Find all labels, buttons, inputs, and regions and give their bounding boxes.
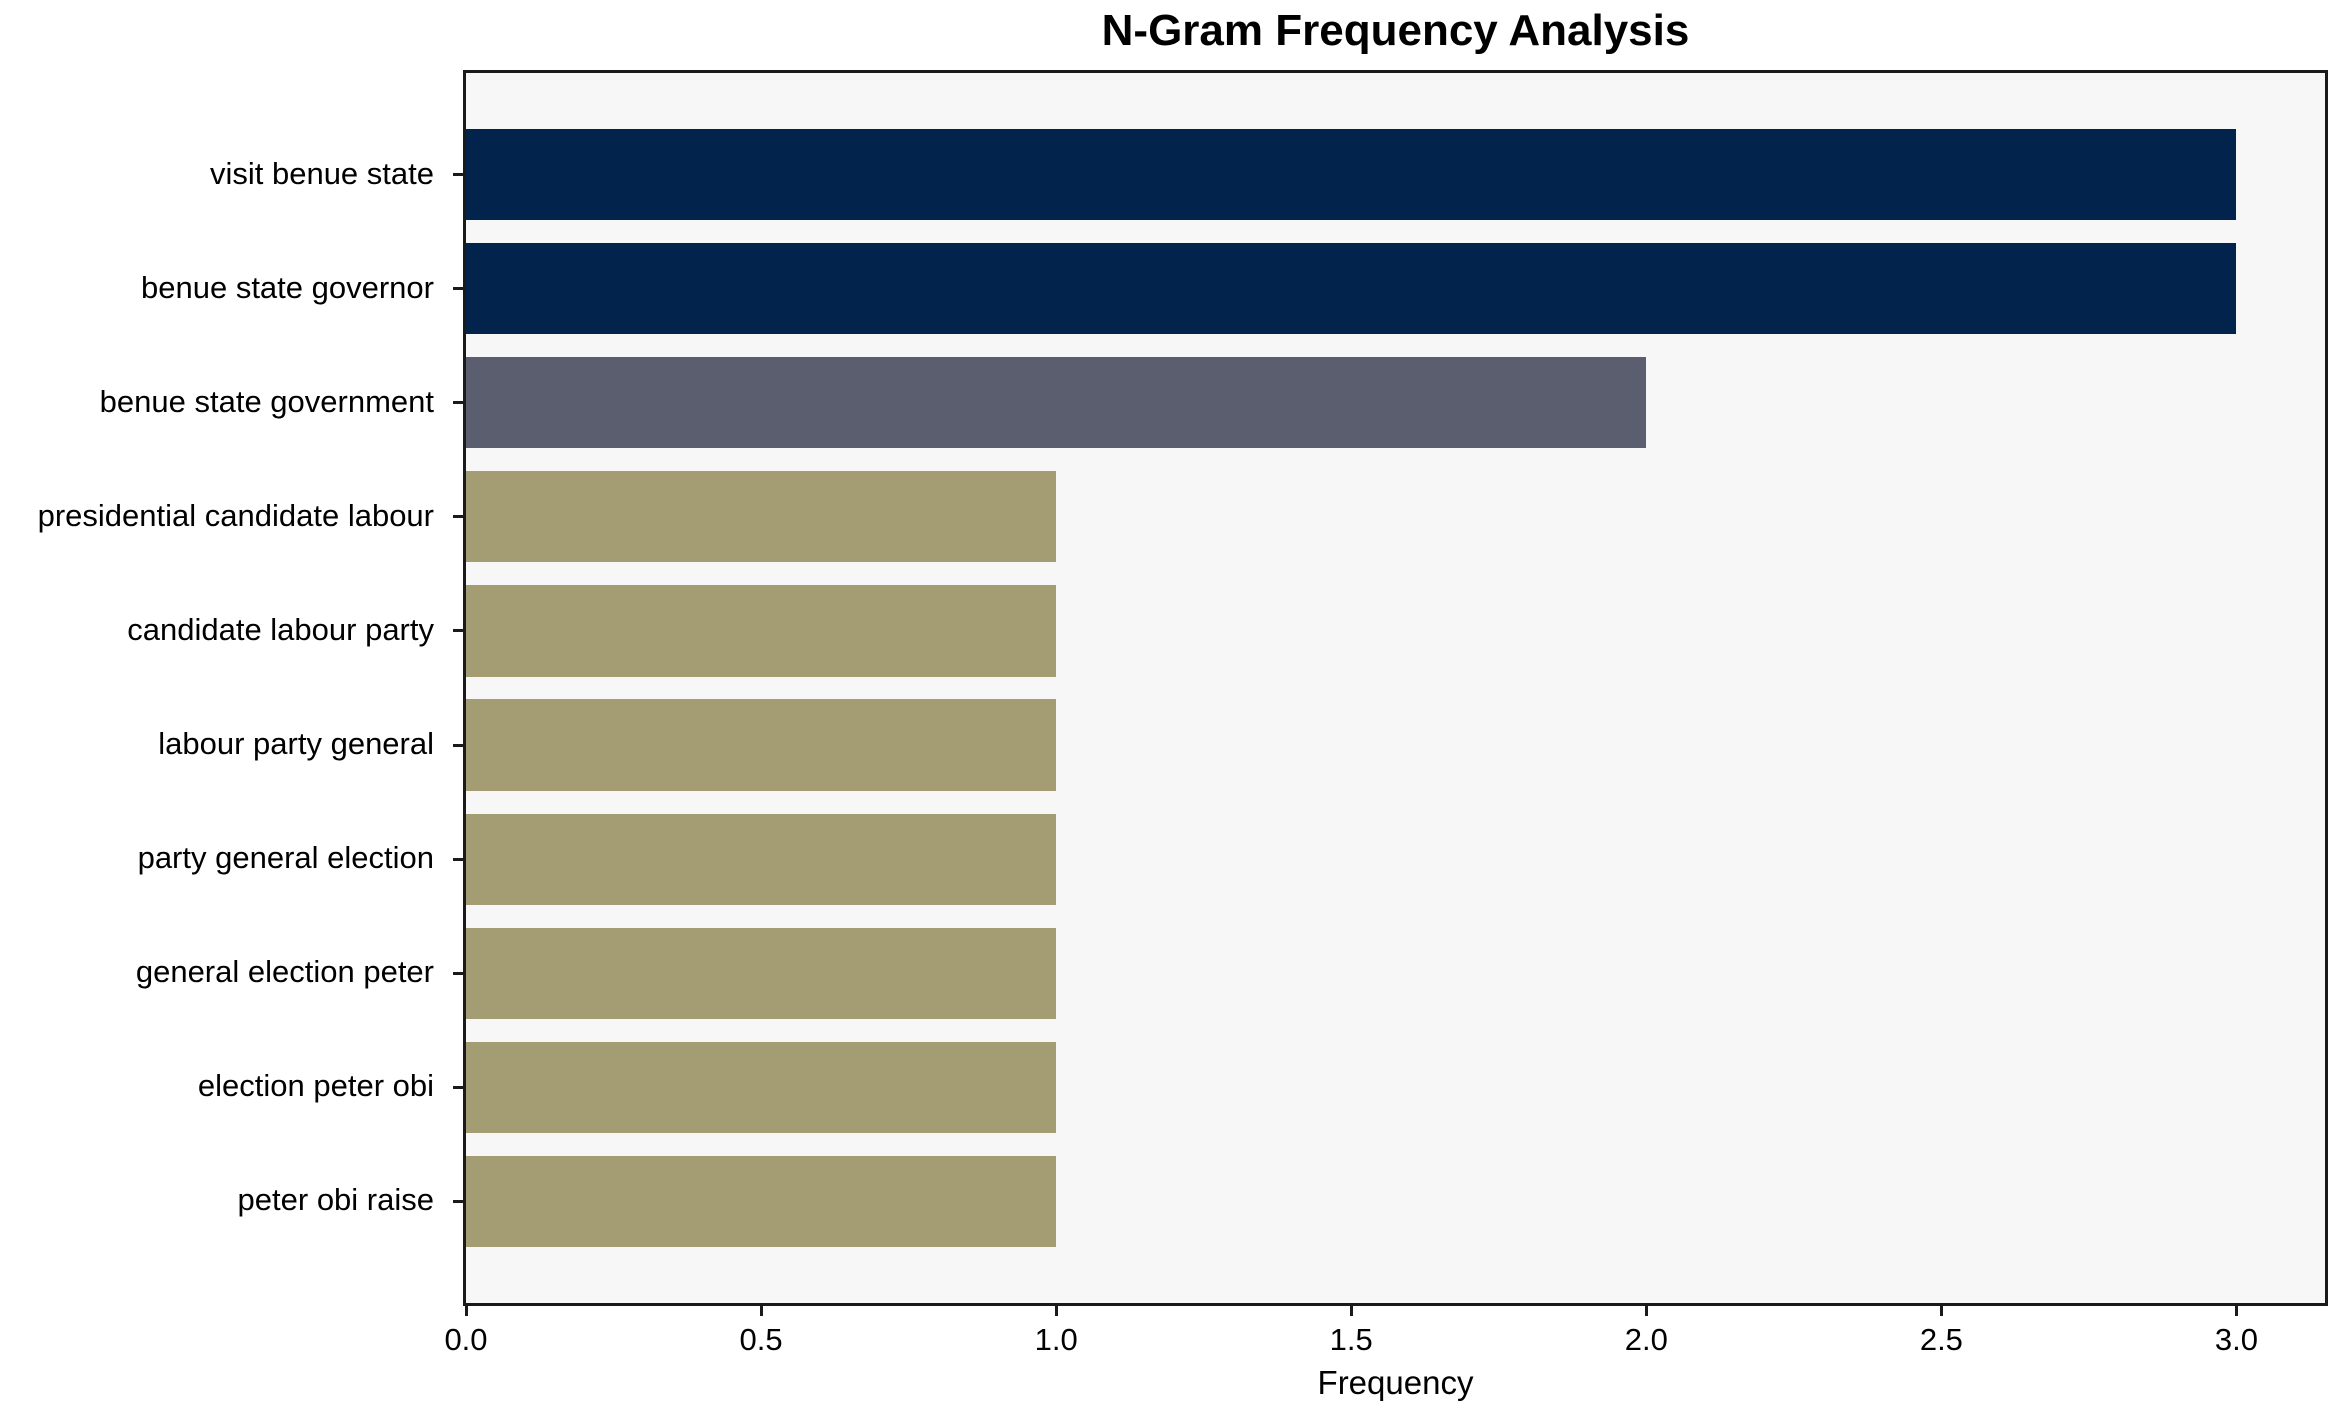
y-tick-label: benue state governor [141,269,434,305]
y-tick-label: visit benue state [209,155,434,191]
y-tick-mark [453,173,465,177]
bar-general-election-peter [466,927,1057,1019]
bar-peter-obi-raise [466,1155,1057,1248]
x-tick-label: 3.0 [2214,1322,2259,1357]
y-tick-label: party general election [137,840,434,876]
x-tick-label: 0.5 [739,1322,783,1357]
x-tick-label: 0.0 [444,1322,488,1357]
y-tick-label: benue state government [99,383,434,419]
bar-benue-state-government [466,357,1647,449]
x-tick-mark [1644,1303,1648,1316]
y-tick-label: election peter obi [197,1068,434,1104]
y-tick-label: labour party general [158,726,434,762]
y-tick-mark [453,1085,465,1089]
y-tick-mark [453,515,465,519]
x-tick-mark [759,1303,763,1316]
bar-benue-state-governor [466,243,2237,335]
bar-election-peter-obi [466,1041,1057,1133]
chart-title: N-Gram Frequency Analysis [1101,6,1690,55]
y-tick-label: general election peter [135,954,434,990]
x-tick-label: 1.5 [1329,1322,1373,1357]
bar-presidential-candidate-labour [466,471,1057,563]
y-tick-mark [453,743,465,747]
x-tick-label: 2.5 [1919,1322,1963,1357]
bar-visit-benue-state [466,128,2237,221]
y-tick-mark [453,857,465,861]
x-axis-label: Frequency [1317,1364,1474,1401]
y-tick-mark [453,287,465,291]
bar-candidate-labour-party [466,585,1057,677]
y-tick-mark [453,401,465,405]
y-tick-mark [453,1199,465,1203]
x-tick-mark [2234,1303,2238,1316]
bar-labour-party-general [466,699,1057,791]
y-tick-mark [453,629,465,633]
bar-party-general-election [466,813,1057,905]
x-tick-mark [1054,1303,1058,1316]
x-tick-mark [1349,1303,1353,1316]
y-tick-label: presidential candidate labour [37,497,434,533]
x-tick-label: 2.0 [1624,1322,1668,1357]
x-tick-mark [464,1303,468,1316]
y-tick-label: peter obi raise [237,1182,434,1218]
x-tick-label: 1.0 [1034,1322,1078,1357]
y-tick-mark [453,971,465,975]
x-tick-mark [1939,1303,1943,1316]
y-tick-label: candidate labour party [127,611,434,647]
